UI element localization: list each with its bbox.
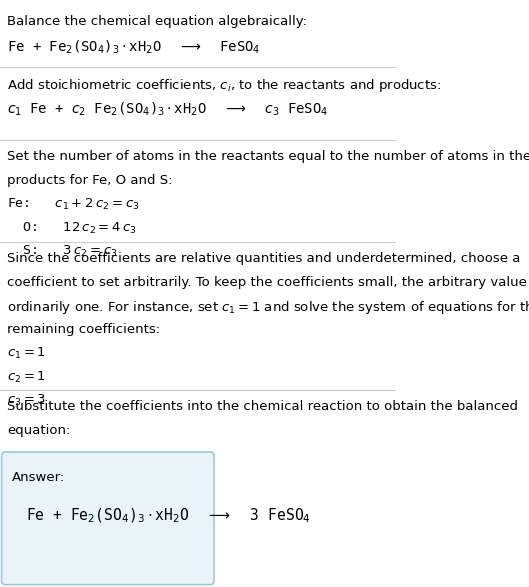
Text: products for Fe, O and S:: products for Fe, O and S: bbox=[7, 174, 172, 187]
Text: $c_3 = 3$: $c_3 = 3$ bbox=[7, 393, 47, 409]
Text: O:   $12\,c_2 = 4\,c_3$: O: $12\,c_2 = 4\,c_3$ bbox=[7, 221, 137, 236]
Text: equation:: equation: bbox=[7, 424, 70, 437]
Text: Fe + Fe$_2$(SO$_4$)$_3\cdot$xH$_2$O  $\longrightarrow$  FeSO$_4$: Fe + Fe$_2$(SO$_4$)$_3\cdot$xH$_2$O $\lo… bbox=[7, 38, 261, 56]
Text: Since the coefficients are relative quantities and underdetermined, choose a: Since the coefficients are relative quan… bbox=[7, 252, 521, 265]
Text: Substitute the coefficients into the chemical reaction to obtain the balanced: Substitute the coefficients into the che… bbox=[7, 400, 518, 413]
Text: Balance the chemical equation algebraically:: Balance the chemical equation algebraica… bbox=[7, 15, 307, 28]
Text: Fe + Fe$_2$(SO$_4$)$_3\cdot$xH$_2$O  $\longrightarrow$  3 FeSO$_4$: Fe + Fe$_2$(SO$_4$)$_3\cdot$xH$_2$O $\lo… bbox=[26, 507, 311, 525]
Text: Answer:: Answer: bbox=[12, 471, 65, 484]
Text: ordinarily one. For instance, set $c_1 = 1$ and solve the system of equations fo: ordinarily one. For instance, set $c_1 =… bbox=[7, 299, 529, 316]
Text: Add stoichiometric coefficients, $c_i$, to the reactants and products:: Add stoichiometric coefficients, $c_i$, … bbox=[7, 77, 441, 95]
Text: $c_1$ Fe + $c_2$ Fe$_2$(SO$_4$)$_3\cdot$xH$_2$O  $\longrightarrow$  $c_3$ FeSO$_: $c_1$ Fe + $c_2$ Fe$_2$(SO$_4$)$_3\cdot$… bbox=[7, 101, 329, 119]
Text: remaining coefficients:: remaining coefficients: bbox=[7, 323, 160, 336]
Text: Set the number of atoms in the reactants equal to the number of atoms in the: Set the number of atoms in the reactants… bbox=[7, 150, 529, 163]
Text: coefficient to set arbitrarily. To keep the coefficients small, the arbitrary va: coefficient to set arbitrarily. To keep … bbox=[7, 276, 529, 289]
Text: $c_1 = 1$: $c_1 = 1$ bbox=[7, 346, 46, 362]
FancyBboxPatch shape bbox=[2, 452, 214, 585]
Text: $c_2 = 1$: $c_2 = 1$ bbox=[7, 370, 46, 385]
Text: S:   $3\,c_2 = c_3$: S: $3\,c_2 = c_3$ bbox=[7, 244, 118, 259]
Text: Fe:   $c_1 + 2\,c_2 = c_3$: Fe: $c_1 + 2\,c_2 = c_3$ bbox=[7, 197, 140, 212]
